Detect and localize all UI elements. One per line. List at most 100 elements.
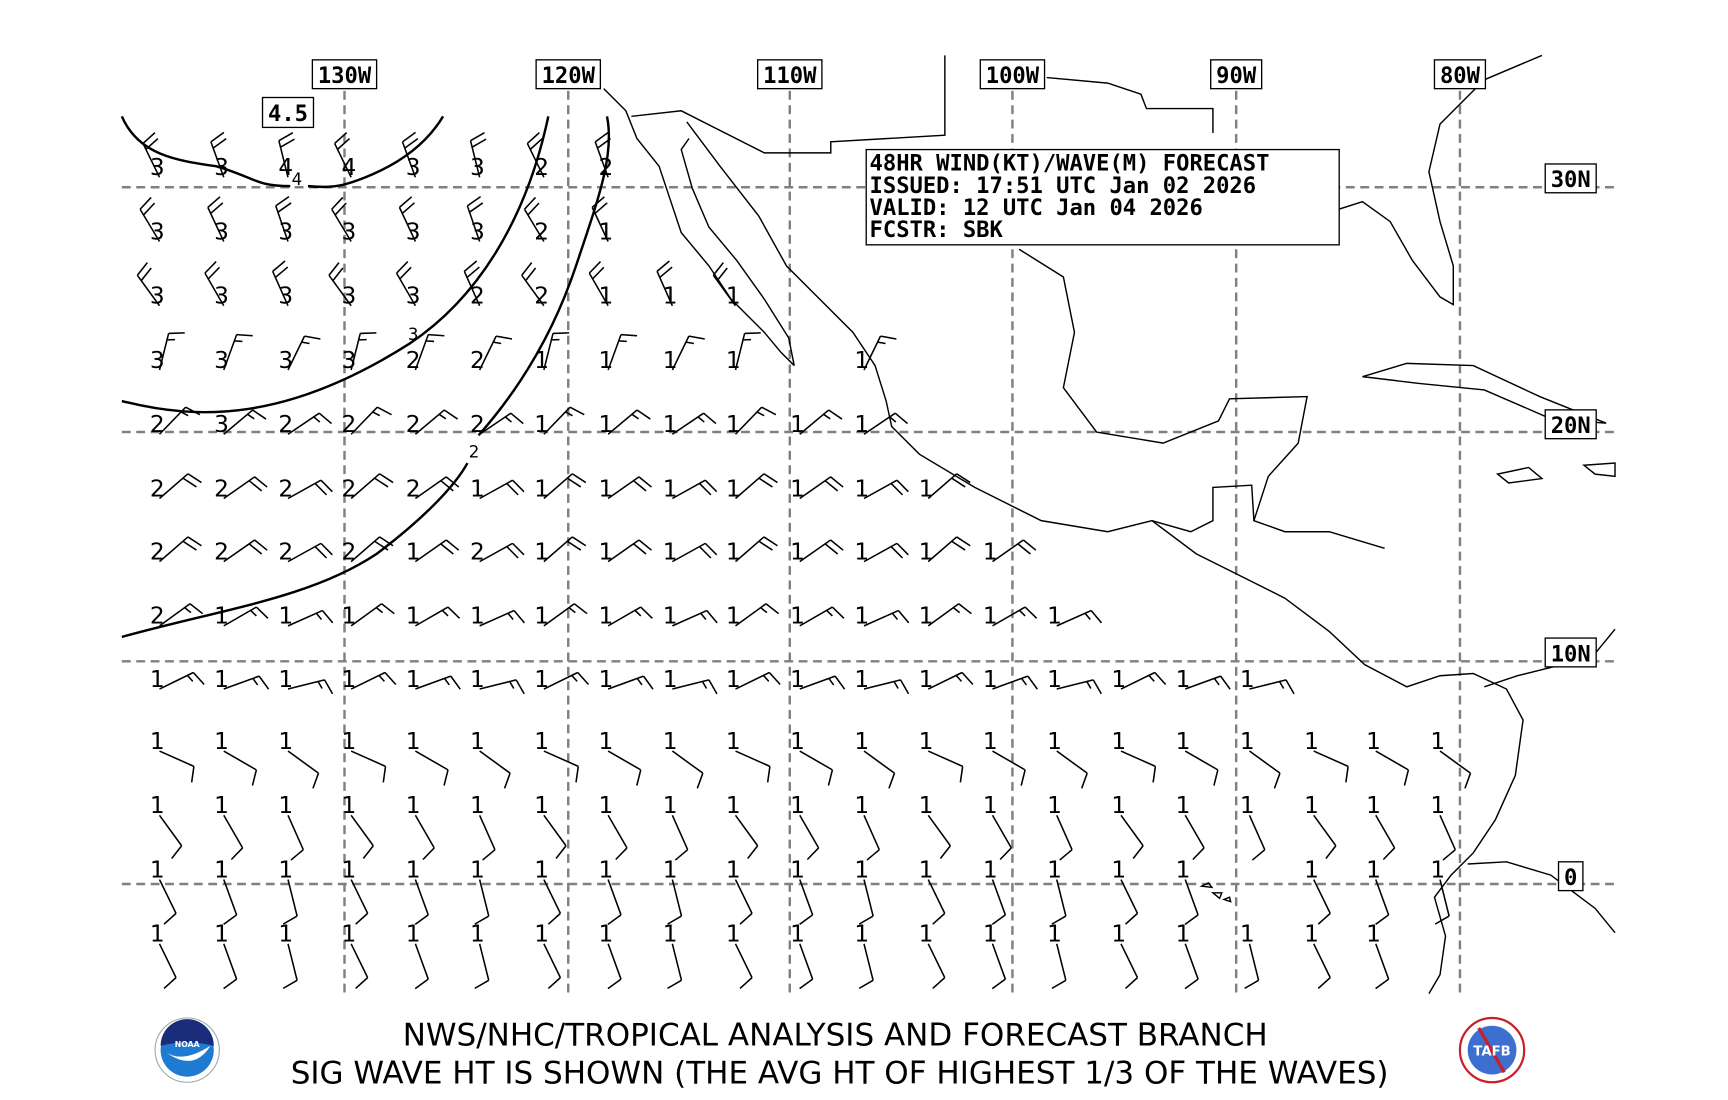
wind-barb: [735, 603, 780, 627]
wave-height-value: 1: [1430, 792, 1445, 819]
wave-height-value: 1: [663, 921, 678, 948]
wave-height-value: 1: [534, 666, 549, 693]
wind-barb: [350, 536, 394, 563]
wave-height-value: 1: [534, 411, 549, 438]
wave-height-value: 1: [278, 921, 293, 948]
wind-barb: [607, 879, 622, 926]
wind-barb: [223, 539, 268, 563]
wind-barb: [992, 539, 1037, 563]
mexico-pacific-coast: [686, 121, 1524, 994]
wind-barb: [991, 814, 1012, 861]
wind-barb: [479, 679, 525, 695]
wind-barb: [734, 536, 778, 563]
wave-height-value: 2: [342, 475, 357, 502]
wind-barb: [207, 196, 225, 242]
wave-height-value: 1: [470, 666, 485, 693]
wind-barb: [734, 943, 753, 989]
wind-barb: [735, 750, 771, 783]
wind-barb: [287, 479, 333, 500]
wave-height-value: 1: [1047, 666, 1062, 693]
wave-height-value: 1: [790, 921, 805, 948]
wind-barb: [799, 539, 844, 563]
wind-barb: [136, 262, 161, 307]
lon-label-130w: 130W: [318, 63, 372, 89]
wave-height-value: 1: [534, 792, 549, 819]
wave-height-value: 2: [534, 218, 549, 245]
wind-barb: [521, 262, 545, 307]
wind-barb: [158, 943, 177, 989]
wind-barb: [1244, 943, 1260, 990]
wind-barb: [275, 196, 292, 242]
lat-label-equator: 0: [1564, 865, 1577, 891]
wind-barb: [1120, 814, 1144, 859]
wind-barb: [734, 473, 778, 500]
wind-barb: [591, 196, 609, 242]
wind-barb: [863, 412, 909, 435]
wind-barb: [479, 412, 524, 435]
wave-height-value: 1: [1240, 666, 1255, 693]
info-forecaster: FCSTR: SBK: [870, 217, 1004, 243]
wind-barb: [1248, 814, 1266, 861]
wave-height-value: 1: [1176, 921, 1191, 948]
gulf-of-mexico-coast: [1018, 248, 1385, 550]
wind-barb: [607, 814, 628, 861]
wave-height-value: 1: [983, 792, 998, 819]
wind-barb: [671, 479, 718, 500]
wave-height-value: 1: [150, 921, 165, 948]
wave-height-value: 1: [1047, 792, 1062, 819]
wind-barb: [526, 132, 545, 178]
wave-height-value: 1: [919, 856, 934, 883]
coastlines: [603, 54, 1616, 994]
wave-height-value: 1: [1304, 921, 1319, 948]
wind-barb: [543, 473, 587, 500]
wave-height-value: 1: [406, 792, 421, 819]
wave-height-value: 1: [790, 856, 805, 883]
wind-barb: [799, 750, 834, 786]
wind-barb: [927, 671, 974, 690]
wind-barb: [607, 750, 642, 786]
wave-height-value: 1: [278, 792, 293, 819]
noaa-logo-text: NOAA: [175, 1040, 200, 1049]
contour-max-label: 4.5: [268, 101, 308, 127]
wave-height-value: 1: [406, 666, 421, 693]
wind-barb: [350, 332, 377, 371]
wave-height-value: 1: [1047, 728, 1062, 755]
guatemala-border: [1151, 484, 1255, 533]
wave-height-value: 3: [278, 283, 293, 310]
wave-height-value: 1: [599, 856, 614, 883]
info-issued: ISSUED: 17:51 UTC Jan 02 2026: [870, 173, 1257, 199]
wind-barb: [1375, 943, 1390, 990]
wind-barb: [1056, 609, 1103, 627]
wave-height-value: 1: [726, 666, 741, 693]
wave-height-value: 1: [406, 538, 421, 565]
wind-barb: [1184, 879, 1199, 926]
lon-label-120w: 120W: [542, 63, 596, 89]
wave-height-value: 1: [599, 728, 614, 755]
wind-barb: [607, 409, 651, 435]
contour-4-5-west: [120, 115, 291, 188]
wave-height-value: 1: [790, 666, 805, 693]
wave-height-value: 1: [854, 666, 869, 693]
wind-barb: [588, 261, 609, 307]
wind-barb: [271, 260, 289, 307]
wave-height-value: 3: [150, 218, 165, 245]
wind-barb: [414, 750, 449, 786]
wind-barb: [478, 335, 513, 371]
wave-height-value: 1: [599, 921, 614, 948]
wind-barb: [734, 879, 753, 925]
wave-height-value: 1: [1430, 728, 1445, 755]
wind-barb: [287, 412, 333, 435]
contour-4-5-east: [307, 115, 445, 189]
wind-barb: [350, 750, 387, 783]
wave-height-contours: [120, 115, 611, 639]
wind-barb: [287, 542, 333, 563]
wave-height-value: 1: [983, 921, 998, 948]
baja-gulf-coast: [680, 138, 795, 366]
wind-barb: [712, 262, 737, 307]
wind-barb: [158, 473, 202, 500]
wave-height-value: 1: [214, 792, 229, 819]
wind-barb: [479, 542, 525, 563]
wind-barb: [607, 333, 638, 371]
wave-height-value: 1: [470, 792, 485, 819]
